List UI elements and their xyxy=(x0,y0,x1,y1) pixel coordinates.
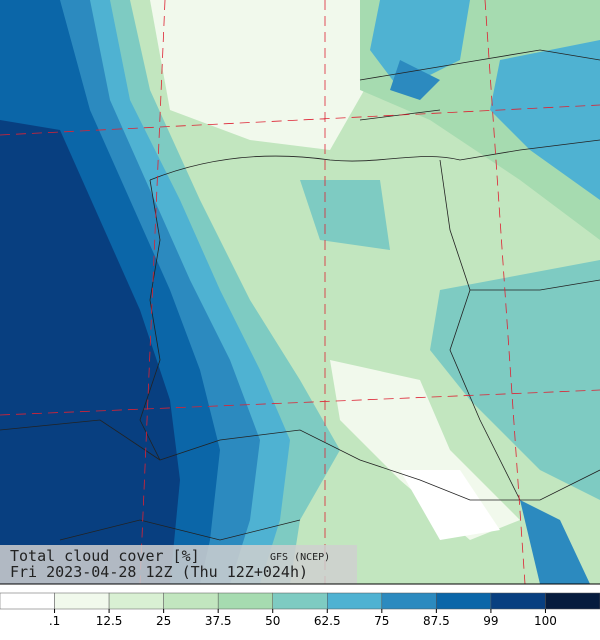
colorbar-swatch xyxy=(436,592,492,610)
colorbar-swatch xyxy=(163,592,219,610)
colorbar-label: 87.5 xyxy=(423,614,450,628)
colorbar-label: 50 xyxy=(265,614,280,628)
colorbar-swatch xyxy=(0,592,55,610)
model-source: GFS (NCEP) xyxy=(270,552,330,563)
colorbar-label: 37.5 xyxy=(205,614,232,628)
colorbar-label: 75 xyxy=(374,614,389,628)
colorbar-label: 100 xyxy=(534,614,557,628)
map-field xyxy=(0,0,600,585)
colorbar-swatch xyxy=(217,592,273,610)
colorbar-swatch xyxy=(490,592,546,610)
colorbar-swatch xyxy=(272,592,328,610)
caption-box xyxy=(0,545,357,584)
map-title: Total cloud cover [%] xyxy=(10,547,200,565)
colorbar: .1 12.5 25 37.5 50 62.5 75 87.5 99 100 xyxy=(0,592,600,628)
colorbar-label: 62.5 xyxy=(314,614,341,628)
colorbar-label: 99 xyxy=(483,614,498,628)
colorbar-swatch xyxy=(381,592,437,610)
colorbar-swatch xyxy=(327,592,383,610)
colorbar-swatch xyxy=(108,592,164,610)
colorbar-label: 25 xyxy=(156,614,171,628)
colorbar-label: 12.5 xyxy=(96,614,123,628)
colorbar-swatch xyxy=(54,592,110,610)
colorbar-swatch xyxy=(545,592,600,610)
valid-time: Fri 2023-04-28 12Z (Thu 12Z+024h) xyxy=(10,563,308,581)
colorbar-label: .1 xyxy=(49,614,60,628)
